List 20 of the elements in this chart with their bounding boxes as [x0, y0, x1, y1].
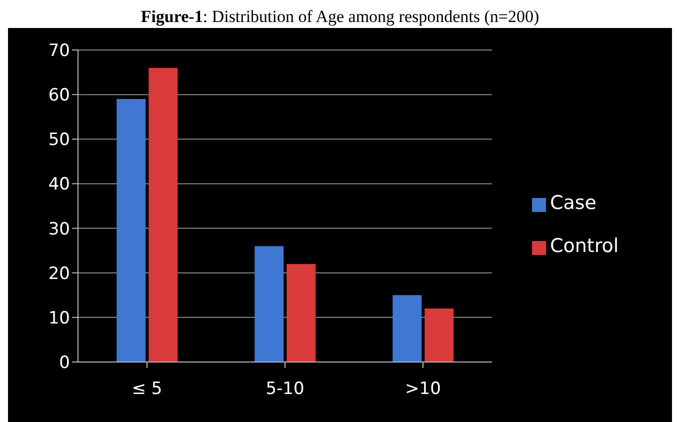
y-tick-label: 20	[48, 264, 70, 284]
y-tick-label: 30	[48, 219, 70, 240]
bar	[116, 99, 146, 362]
x-tick-label: >10	[405, 379, 441, 400]
legend-label: Control	[550, 235, 619, 257]
y-tick-label: 70	[48, 41, 70, 62]
x-tick-label: ≤ 5	[132, 379, 162, 400]
legend-label: Case	[550, 192, 596, 214]
y-tick-label: 50	[48, 130, 70, 150]
bar	[392, 295, 422, 362]
chart-title: Figure-1: Distribution of Age among respondents (n=200)	[140, 7, 540, 28]
y-tick-label: 10	[48, 308, 70, 328]
bar	[148, 68, 178, 362]
x-tick-label: 5-10	[266, 379, 304, 400]
bar	[424, 308, 454, 362]
bar	[286, 264, 316, 362]
bar	[254, 246, 284, 362]
y-tick-label: 60	[48, 86, 70, 106]
y-tick-label: 0	[59, 353, 70, 374]
y-tick-label: 40	[48, 174, 70, 195]
